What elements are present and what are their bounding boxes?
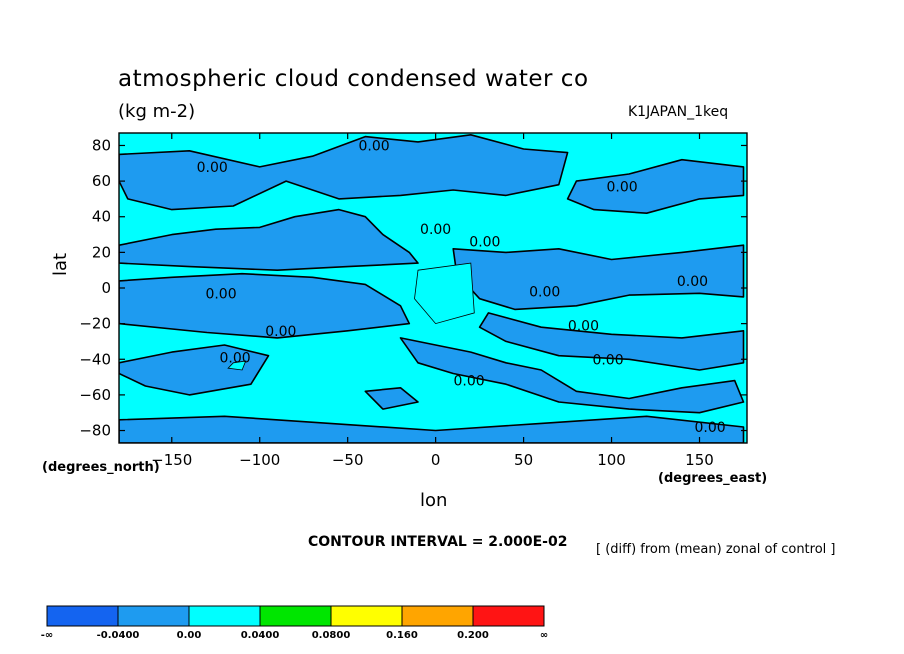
contour-label-9: 0.00	[265, 324, 296, 340]
y-tick-label: −80	[79, 422, 111, 440]
y-tick-label: −20	[79, 315, 111, 333]
positive-region-1	[227, 360, 247, 371]
colorbar-swatch	[46, 605, 119, 627]
negative-region-8	[364, 386, 419, 410]
y-tick-label: 20	[92, 243, 111, 261]
colorbar-swatch	[401, 605, 474, 627]
y-tick-label: 0	[101, 279, 111, 297]
colorbar-label: -∞	[41, 630, 53, 641]
negative-region-4	[119, 272, 411, 339]
diff-note: [ (diff) from (mean) zonal of control ]	[596, 542, 836, 557]
contour-label-11: 0.00	[220, 350, 251, 366]
negative-region-6	[399, 337, 745, 414]
contour-label-5: 0.00	[677, 274, 708, 290]
contour-label-13: 0.00	[694, 420, 725, 436]
x-axis-units: (degrees_east)	[658, 471, 768, 486]
chart-units: (kg m-2)	[118, 101, 196, 122]
colorbar-label: 0.0400	[241, 630, 280, 641]
colorbar-label: -0.0400	[97, 630, 140, 641]
negative-region-9	[119, 415, 745, 443]
contour-label-8: 0.00	[568, 318, 599, 334]
colorbar-swatch	[259, 605, 332, 627]
contour-label-3: 0.00	[420, 222, 451, 238]
x-tick-label: 50	[514, 451, 533, 469]
y-tick-label: 80	[92, 136, 111, 154]
x-tick-label: −150	[151, 451, 192, 469]
colorbar-swatch	[472, 605, 545, 627]
colorbar-swatch	[117, 605, 190, 627]
contour-label-0: 0.00	[358, 138, 389, 154]
contour-label-4: 0.00	[469, 235, 500, 251]
negative-region-0	[119, 134, 569, 211]
y-tick-label: 60	[92, 172, 111, 190]
y-axis-units: (degrees_north)	[42, 460, 160, 475]
colorbar-label: 0.160	[386, 630, 418, 641]
colorbar-swatch	[188, 605, 261, 627]
contour-interval: CONTOUR INTERVAL = 2.000E-02	[308, 534, 568, 550]
y-tick-label: 40	[92, 208, 111, 226]
colorbar-label: 0.0800	[312, 630, 351, 641]
contour-label-12: 0.00	[453, 374, 484, 390]
x-tick-label: −100	[239, 451, 280, 469]
colorbar-label: 0.00	[177, 630, 202, 641]
positive-region-0	[414, 262, 475, 325]
negative-region-3	[452, 244, 745, 311]
x-tick-label: 150	[685, 451, 714, 469]
contour-label-2: 0.00	[607, 179, 638, 195]
contour-label-7: 0.00	[529, 285, 560, 301]
x-tick-label: −50	[332, 451, 364, 469]
negative-region-1	[566, 158, 745, 214]
chart-title: atmospheric cloud condensed water co	[118, 66, 589, 92]
colorbar-label: 0.200	[457, 630, 489, 641]
contour-label-6: 0.00	[205, 286, 236, 302]
x-axis-label: lon	[420, 490, 448, 511]
run-label: K1JAPAN_1keq	[628, 104, 729, 120]
negative-region-2	[119, 208, 419, 272]
contour-label-10: 0.00	[592, 352, 623, 368]
negative-region-7	[119, 344, 270, 396]
y-tick-label: −40	[79, 350, 111, 368]
negative-region-5	[478, 312, 745, 371]
colorbar-label: ∞	[540, 630, 548, 641]
x-tick-label: 0	[431, 451, 441, 469]
contour-label-1: 0.00	[197, 160, 228, 176]
y-tick-label: −60	[79, 386, 111, 404]
colorbar-swatch	[330, 605, 403, 627]
x-tick-label: 100	[597, 451, 626, 469]
